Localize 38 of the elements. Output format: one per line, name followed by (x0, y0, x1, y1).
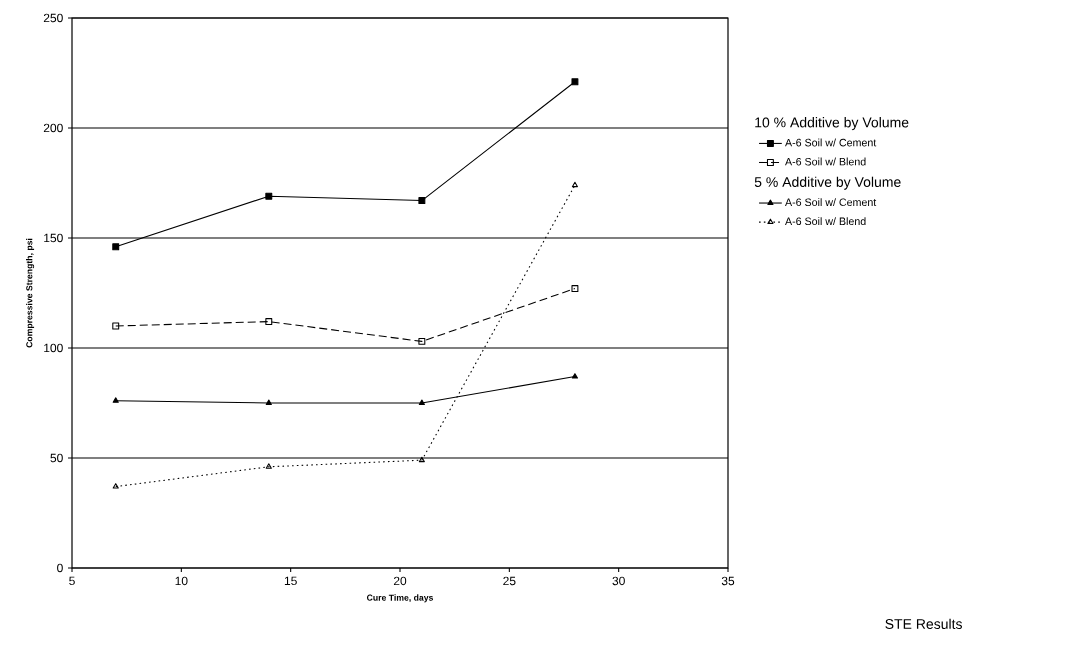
legend-label: A-6 Soil w/ Blend (785, 157, 866, 166)
y-tick-label: 0 (57, 563, 63, 573)
x-tick-label: 10 (175, 576, 188, 586)
point (112, 483, 119, 489)
point (265, 399, 272, 405)
text: 10 % Additive by Volume (755, 117, 909, 131)
legend-label: A-6 Soil w/ Cement (785, 198, 877, 206)
y-tick-label: 250 (43, 13, 63, 23)
text: 5 % Additive by Volume (754, 176, 901, 190)
point (112, 397, 119, 403)
y-axis-title: Compressive Strength, psi (26, 238, 35, 348)
point (418, 337, 426, 345)
x-tick-label: 25 (503, 576, 516, 586)
point (265, 318, 273, 326)
point (418, 197, 426, 205)
legend-label: A-6 Soil w/ Blend (785, 217, 866, 226)
point (571, 285, 579, 293)
point (418, 456, 425, 463)
x-tick-label: 20 (393, 576, 407, 586)
x-tick-label: 15 (284, 576, 297, 586)
y-tick-label: 50 (50, 453, 63, 463)
point (265, 192, 273, 200)
point (265, 463, 272, 469)
x-tick-label: 5 (69, 576, 75, 586)
point (571, 78, 579, 86)
text: STE Results (885, 618, 962, 629)
point (571, 373, 579, 379)
y-tick-label: 100 (44, 343, 63, 353)
y-tick-label: 200 (43, 123, 63, 133)
point (418, 399, 425, 405)
point (112, 243, 120, 251)
x-tick-label: 35 (721, 576, 735, 586)
x-tick-label: 30 (612, 576, 625, 586)
x-axis-title: Cure Time, days (366, 594, 434, 603)
point (571, 181, 579, 188)
point (112, 322, 120, 330)
y-tick-label: 150 (44, 233, 63, 243)
legend-label: A-6 Soil w/ Cement (785, 138, 877, 147)
